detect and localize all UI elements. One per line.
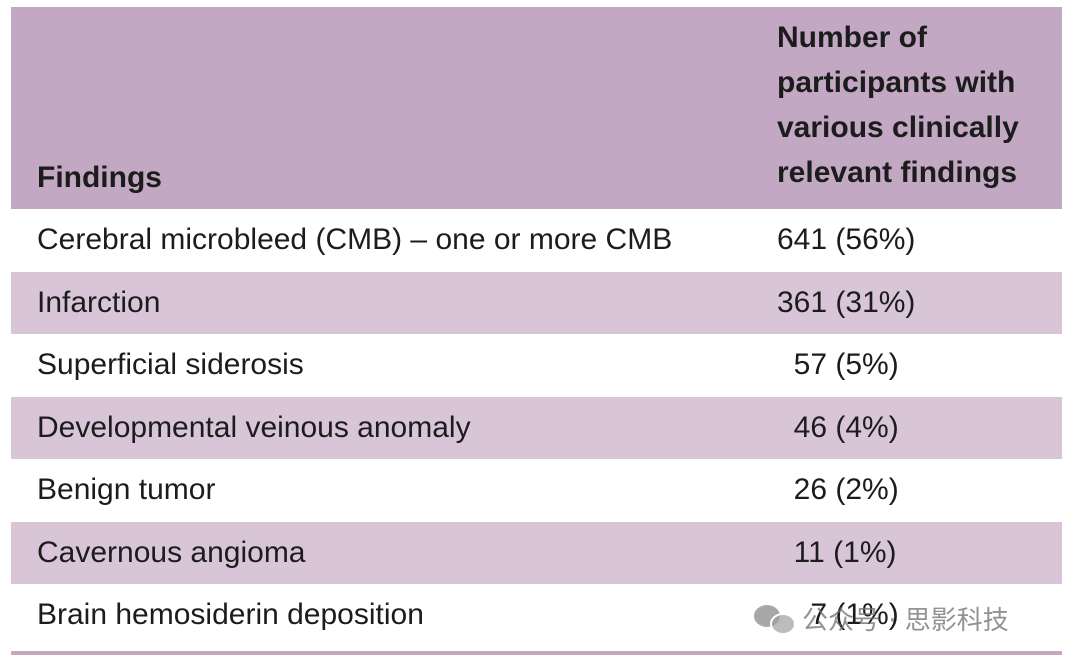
header-number-line: various clinically [777,111,1019,144]
header-number: Number of participants with various clin… [767,7,1062,209]
table-row: Cerebral microbleed (CMB) – one or more … [11,209,1062,272]
table-row: Infarction 361 (31%) [11,271,1062,334]
value-cell: 26 (2%) [777,473,899,507]
header-number-line: Number of [777,21,927,54]
table-bottom-rule [11,651,1062,655]
value-cell: 7 (1%) [777,598,899,632]
finding-cell: Brain hemosiderin deposition [37,598,424,632]
value-cell: 46 (4%) [777,410,899,444]
header-number-line: participants with [777,66,1016,99]
value-cell: 361 (31%) [777,285,916,319]
header-findings: Findings [37,161,162,194]
table-row: Brain hemosiderin deposition 7 (1%) [11,584,1062,647]
table-header: Findings Number of participants with var… [11,7,1062,209]
finding-cell: Benign tumor [37,473,216,507]
findings-table: Findings Number of participants with var… [11,7,1062,647]
table-row: Superficial siderosis 57 (5%) [11,334,1062,397]
header-number-line: relevant findings [777,156,1018,189]
table-row: Developmental veinous anomaly 46 (4%) [11,396,1062,459]
table-row: Cavernous angioma 11 (1%) [11,521,1062,584]
watermark: 公众号 · 思影科技 [754,598,1009,638]
watermark-text: 公众号 · 思影科技 [802,605,1009,636]
value-cell: 57 (5%) [777,348,899,382]
table-row: Benign tumor 26 (2%) [11,459,1062,522]
finding-cell: Cavernous angioma [37,535,306,569]
finding-cell: Developmental veinous anomaly [37,410,471,444]
value-cell: 641 (56%) [777,223,916,257]
wechat-icon [754,603,796,635]
finding-cell: Cerebral microbleed (CMB) – one or more … [37,223,673,257]
finding-cell: Infarction [37,285,161,319]
finding-cell: Superficial siderosis [37,348,304,382]
value-cell: 11 (1%) [777,535,897,569]
